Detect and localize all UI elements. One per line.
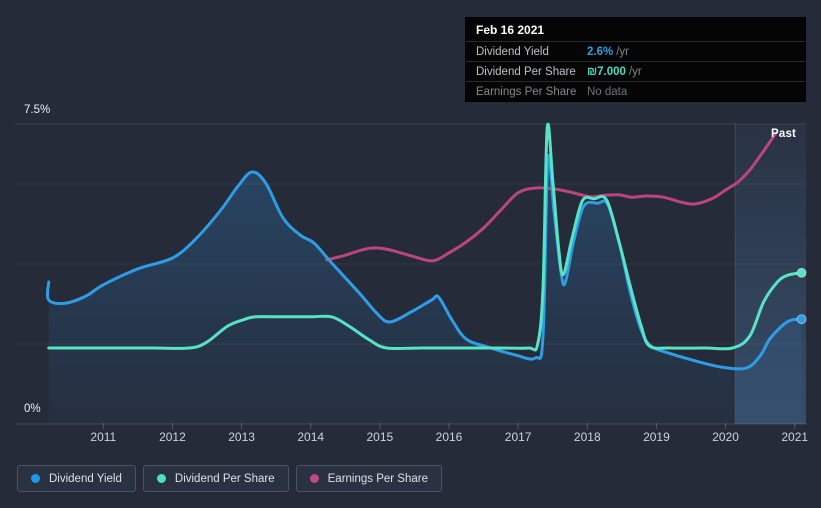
legend-item-earnings-per-share[interactable]: Earnings Per Share: [295, 465, 442, 492]
tooltip-value: ₪7.000: [587, 65, 626, 78]
earnings-per-share-line[interactable]: [325, 131, 778, 263]
legend-dot-earnings-per-share: [309, 474, 319, 483]
tooltip-label: Dividend Per Share: [476, 65, 576, 78]
y-axis-label-max: 7.5%: [24, 104, 51, 116]
legend-dot-dividend-yield: [31, 474, 40, 483]
tooltip-label: Earnings Per Share: [476, 85, 577, 98]
dividend-per-share-line[interactable]: [47, 123, 804, 352]
legend-dot-dividend-per-share: [156, 474, 166, 483]
tooltip-unit: /yr: [628, 65, 642, 78]
legend-item-dividend-per-share[interactable]: Dividend Per Share: [142, 465, 289, 492]
legend-label: Dividend Per Share: [174, 472, 275, 485]
legend-item-dividend-yield[interactable]: Dividend Yield: [17, 465, 136, 492]
x-axis-label: 2019: [643, 430, 670, 444]
tooltip-value: 2.6%: [587, 45, 614, 58]
x-axis-label: 2012: [159, 430, 186, 444]
x-axis-label: 2017: [504, 430, 532, 444]
y-axis-label-min: 0%: [24, 403, 41, 415]
x-axis-label: 2014: [297, 430, 325, 444]
x-axis-label: 2011: [90, 430, 117, 444]
legend-label: Dividend Yield: [49, 472, 122, 485]
tooltip-unit: /yr: [616, 45, 629, 58]
x-axis-label: 2016: [435, 430, 463, 444]
tooltip-row-dividend-yield: Dividend Yield 2.6% /yr: [466, 41, 805, 61]
legend-label: Earnings Per Share: [327, 472, 428, 485]
x-axis-label: 2018: [573, 430, 601, 444]
tooltip-value: No data: [587, 85, 628, 98]
dividend-yield-area: [47, 155, 802, 424]
chart-tooltip: Feb 16 2021 Dividend Yield 2.6% /yr Divi…: [466, 18, 805, 101]
past-period-label: Past: [771, 128, 797, 140]
dividend-per-share-end-dot: [796, 267, 807, 278]
x-axis-label: 2021: [781, 430, 809, 444]
chart-legend: Dividend Yield Dividend Per Share Earnin…: [17, 465, 442, 492]
tooltip-row-earnings-per-share: Earnings Per Share No data: [466, 81, 805, 101]
x-axis-label: 2015: [366, 430, 394, 444]
x-axis-label: 2013: [228, 430, 255, 444]
tooltip-row-dividend-per-share: Dividend Per Share ₪7.000 /yr: [466, 61, 805, 81]
x-axis-label: 2020: [712, 430, 739, 444]
tooltip-label: Dividend Yield: [476, 45, 549, 58]
tooltip-date: Feb 16 2021: [476, 23, 545, 37]
dividend-yield-end-dot: [796, 314, 807, 325]
